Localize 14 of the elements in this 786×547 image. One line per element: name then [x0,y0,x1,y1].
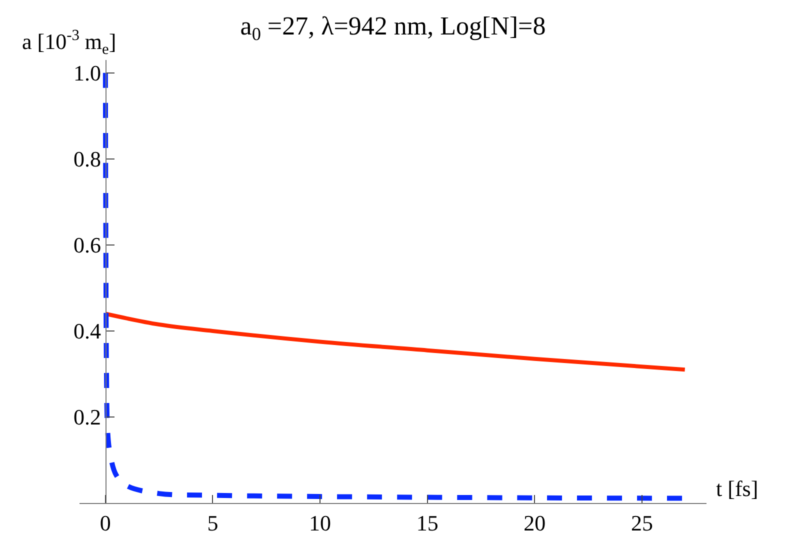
y-tick-label: 1.0 [74,60,102,86]
x-tick-label: 10 [309,510,332,536]
y-tick-label: 0.6 [74,232,102,258]
x-tick-label: 25 [630,510,653,536]
y-tick-label: 0.8 [74,146,102,172]
x-tick-label: 20 [524,510,546,536]
chart-title: a$_{0}$ =27, λ=942 nm, Log[N]=8 [240,12,546,44]
y-tick-label: 0.2 [74,404,102,430]
x-tick-label: 15 [416,510,438,536]
y-tick-label: 0.4 [74,318,102,344]
y-axis-title: a [10$^{-3}$ m$_{e}$] [22,27,116,58]
x-tick-label: 0 [100,510,111,536]
x-axis-title: t [fs] [716,476,758,501]
x-tick-label: 5 [207,510,218,536]
